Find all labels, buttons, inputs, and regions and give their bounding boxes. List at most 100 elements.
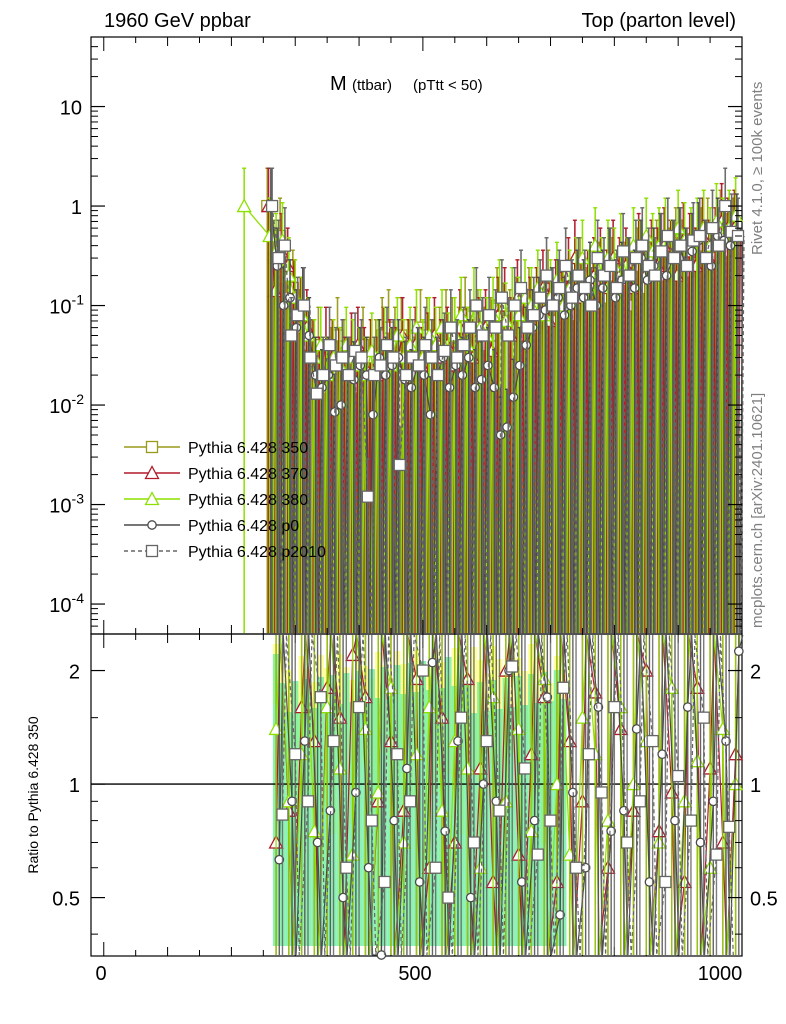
series-4-point bbox=[393, 458, 406, 472]
series-4-point bbox=[648, 269, 662, 282]
ratio-series-3-point bbox=[646, 734, 659, 748]
series-3-point bbox=[406, 382, 417, 393]
series-2-point bbox=[236, 198, 252, 213]
series-4-point bbox=[310, 387, 323, 400]
legend-marker bbox=[145, 544, 159, 558]
ratio-series-2-point bbox=[376, 950, 387, 960]
mcplots-label: mcplots.cern.ch [arXiv:2401.10621] bbox=[749, 393, 766, 628]
series-3-point bbox=[476, 374, 487, 385]
series-4-point bbox=[336, 351, 349, 364]
ratio-series-1-point bbox=[664, 679, 680, 694]
y-tick-label: 10-2 bbox=[49, 391, 84, 418]
ratio-series-3-point bbox=[403, 795, 417, 808]
y-tick-label: 10-3 bbox=[49, 491, 84, 518]
legend-label: Pythia 6.428 p2010 bbox=[188, 544, 326, 561]
series-3-point bbox=[514, 360, 525, 371]
series-3-point bbox=[336, 400, 346, 410]
ratio-series-2-point bbox=[440, 826, 451, 837]
ratio-series-3-point bbox=[506, 660, 519, 673]
ratio-series-1-point bbox=[600, 812, 616, 827]
ratio-series-2-point bbox=[478, 779, 489, 789]
series-4-line bbox=[271, 205, 745, 634]
series-4-point bbox=[585, 299, 598, 312]
ratio-series-3-point bbox=[314, 691, 327, 704]
ratio-series-2-point bbox=[427, 657, 438, 668]
series-4-point bbox=[380, 338, 394, 352]
ratio-panel-frame bbox=[90, 633, 743, 957]
ratio-series-2-point bbox=[312, 837, 323, 848]
ratio-series-2-point bbox=[274, 854, 285, 865]
legend-entry: Pythia 6.428 350 bbox=[124, 440, 308, 457]
ratio-series-2-point bbox=[453, 736, 463, 746]
series-4-point bbox=[419, 338, 432, 352]
series-3-point bbox=[502, 422, 512, 432]
series-4-point bbox=[304, 351, 317, 364]
legend-entry: Pythia 6.428 p2010 bbox=[124, 544, 326, 561]
series-4-point bbox=[399, 368, 413, 382]
ratio-series-3-point bbox=[659, 875, 672, 889]
ratio-ylabel: Ratio to Pythia 6.428 350 bbox=[25, 716, 41, 873]
legend-label: Pythia 6.428 380 bbox=[188, 492, 308, 509]
x-tick-label-1000: 1000 bbox=[698, 963, 743, 985]
ratio-series-1 bbox=[268, 634, 744, 956]
legend-marker bbox=[144, 465, 160, 480]
ratio-series-2-point bbox=[708, 796, 719, 807]
ratio-series-3-point bbox=[442, 891, 455, 904]
series-4-point bbox=[572, 269, 585, 282]
ratio-series-3 bbox=[276, 634, 736, 956]
ratio-series-1-point bbox=[574, 709, 591, 724]
series-4-point bbox=[578, 281, 591, 295]
series-4-point bbox=[610, 281, 623, 295]
series-3-point bbox=[463, 352, 474, 363]
ratio-series-3-point bbox=[608, 700, 621, 714]
ratio-series-3-point bbox=[301, 795, 315, 808]
series-4-point bbox=[265, 199, 279, 213]
series-4-point bbox=[406, 351, 419, 364]
ratio-series-3-point bbox=[518, 762, 532, 775]
rivet-label: Rivet 4.1.0, ≥ 100k events bbox=[749, 82, 766, 255]
series-4-point bbox=[546, 299, 560, 312]
series-4-point bbox=[489, 321, 502, 334]
series-3-point bbox=[380, 370, 391, 380]
series-4-point bbox=[291, 309, 304, 322]
series-4-point bbox=[661, 229, 674, 243]
series-4-point bbox=[285, 329, 298, 342]
series-4-point bbox=[323, 338, 336, 352]
legend-entry: Pythia 6.428 p0 bbox=[124, 518, 299, 535]
ratio-series-2-point bbox=[631, 724, 642, 734]
series-4-point bbox=[457, 338, 470, 352]
series-4-point bbox=[495, 291, 509, 304]
ratio-series-3-point bbox=[352, 700, 366, 714]
ratio-y-tick-label-left: 2 bbox=[69, 662, 80, 684]
y-tick-label: 10-4 bbox=[49, 590, 84, 617]
series-4-point bbox=[387, 351, 400, 364]
series-4-point bbox=[444, 321, 457, 334]
ratio-series-3-point bbox=[697, 711, 710, 724]
plot-title-main: M bbox=[330, 73, 347, 95]
series-4-point bbox=[540, 269, 553, 282]
series-4-point bbox=[565, 291, 579, 304]
series-4-point bbox=[482, 309, 496, 322]
series-4-point bbox=[368, 368, 381, 382]
ratio-series-3-point bbox=[340, 861, 353, 874]
ratio-series-3-point bbox=[327, 734, 340, 748]
series-4-point bbox=[317, 368, 330, 382]
ratio-y-tick-label-left: 0.5 bbox=[52, 889, 80, 911]
series-4-point bbox=[514, 281, 528, 295]
series-4-point bbox=[674, 239, 687, 252]
plot-title-sub: (ttbar) bbox=[352, 77, 392, 94]
ratio-series-3-point bbox=[467, 836, 481, 849]
series-3-point bbox=[629, 283, 640, 293]
series-4-point bbox=[502, 329, 515, 342]
ratio-series-2-point bbox=[465, 892, 476, 903]
ratio-y-tick-label-right: 0.5 bbox=[750, 889, 778, 911]
ratio-series-3-point bbox=[620, 836, 634, 849]
series-3-point bbox=[661, 270, 672, 281]
ratio-series-3-point bbox=[531, 848, 544, 861]
ratio-series-3-point bbox=[276, 808, 289, 821]
series-2-point bbox=[587, 237, 603, 252]
ratio-series-3-point bbox=[480, 734, 493, 748]
series-4-point bbox=[534, 291, 547, 304]
ratio-series-3-point bbox=[633, 795, 647, 808]
